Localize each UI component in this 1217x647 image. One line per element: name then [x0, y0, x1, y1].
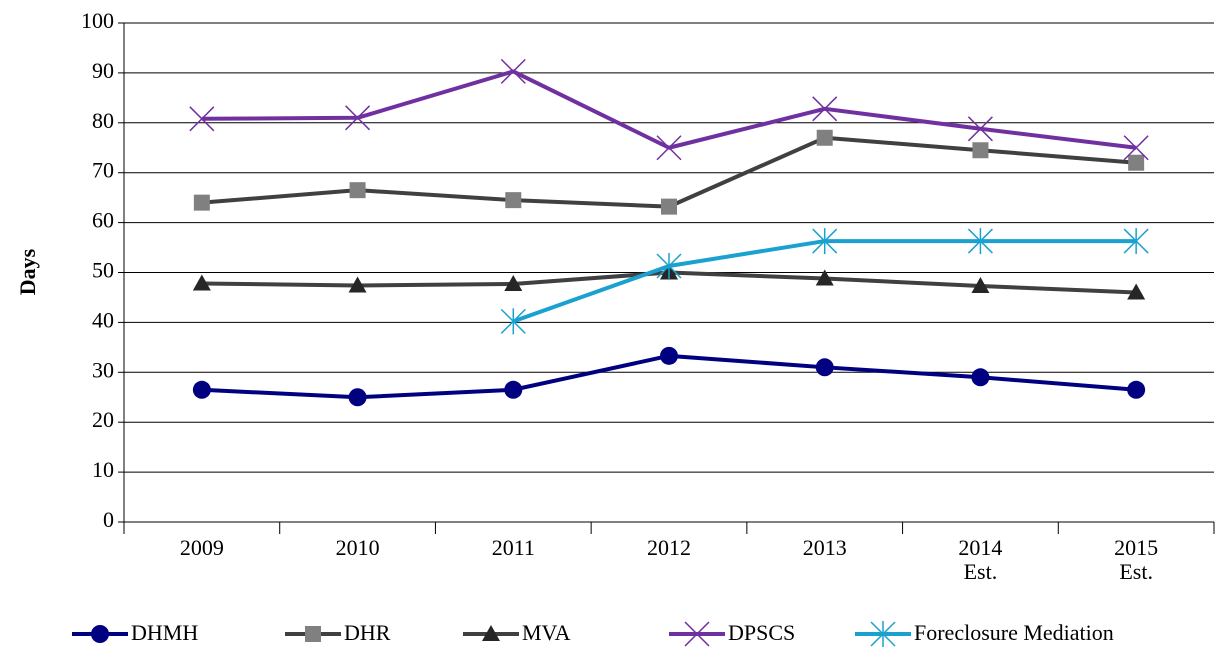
data-point: [348, 388, 367, 407]
data-point: [660, 346, 678, 365]
legend-marker: [482, 625, 500, 641]
legend-label: MVA: [522, 620, 571, 645]
y-tick-label: 40: [92, 307, 114, 332]
x-tick-label: 2010: [335, 535, 380, 560]
data-point: [192, 380, 211, 399]
data-point: [812, 96, 838, 122]
legend-marker: [870, 621, 896, 647]
legend-marker: [91, 625, 109, 643]
data-point: [661, 198, 677, 215]
data-point: [505, 192, 522, 209]
data-point: [656, 253, 682, 280]
data-point: [500, 308, 526, 335]
data-point: [504, 274, 523, 291]
y-tick-label: 90: [92, 58, 114, 83]
data-point: [348, 276, 367, 293]
data-point: [971, 276, 990, 293]
y-tick-label: 100: [81, 8, 114, 33]
y-tick-label: 50: [92, 258, 114, 283]
data-point: [815, 269, 834, 286]
series-line: [201, 69, 1137, 150]
y-tick-label: 0: [103, 507, 114, 532]
legend-label: DHR: [344, 620, 391, 645]
data-point: [971, 368, 990, 387]
data-point: [1128, 154, 1145, 171]
x-tick-label: 2015 Est.: [1114, 535, 1159, 584]
data-point: [193, 194, 210, 211]
legend-label: Foreclosure Mediation: [914, 620, 1114, 645]
x-tick-label: 2013: [802, 535, 847, 560]
y-tick-label: 80: [92, 108, 114, 133]
data-point: [345, 105, 371, 131]
data-point: [1127, 283, 1146, 300]
x-tick-label: 2014 Est.: [958, 535, 1003, 584]
legend-marker: [305, 626, 321, 642]
y-tick-label: 30: [92, 357, 114, 382]
y-axis-label: Days: [15, 248, 40, 295]
data-point: [972, 142, 989, 159]
y-tick-label: 10: [92, 457, 114, 482]
data-point: [815, 358, 834, 377]
data-point: [1123, 228, 1149, 255]
legend-label: DHMH: [131, 620, 198, 645]
y-tick-label: 70: [92, 158, 114, 183]
x-tick-label: 2009: [179, 535, 224, 560]
data-point: [816, 129, 833, 146]
data-point: [500, 58, 526, 84]
data-point: [1123, 135, 1149, 161]
legend-marker: [684, 621, 710, 647]
data-point: [967, 116, 993, 142]
data-point: [656, 135, 682, 161]
data-point: [812, 228, 838, 255]
data-point: [504, 380, 523, 399]
legend-label: DPSCS: [728, 620, 795, 645]
data-point: [192, 274, 211, 291]
data-point: [1127, 380, 1146, 399]
y-tick-label: 20: [92, 407, 114, 432]
y-tick-label: 60: [92, 208, 114, 233]
data-point: [349, 182, 366, 199]
data-point: [967, 228, 993, 255]
data-point: [189, 106, 215, 132]
x-tick-label: 2011: [491, 535, 535, 560]
x-tick-label: 2012: [647, 535, 691, 560]
